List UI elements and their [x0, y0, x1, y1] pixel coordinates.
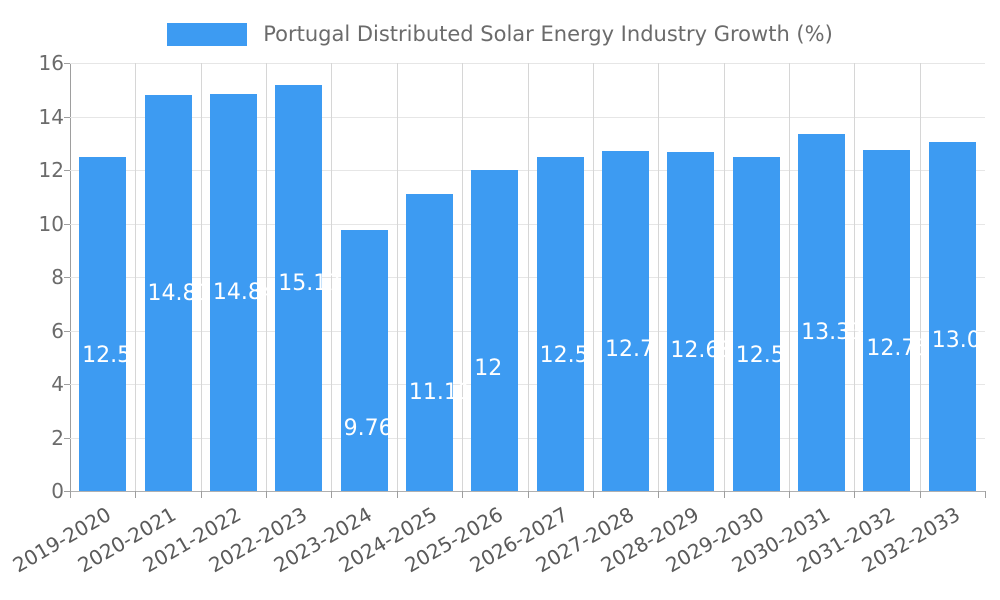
- y-axis-tick-mark: [64, 116, 70, 118]
- category-separator: [789, 63, 790, 491]
- x-axis-tick-mark: [135, 491, 136, 498]
- gridline: [70, 330, 985, 332]
- gridline: [70, 170, 985, 171]
- category-separator: [528, 63, 529, 491]
- x-axis-tick-mark: [789, 491, 790, 498]
- x-axis-tick-mark: [854, 491, 855, 498]
- y-axis-tick-label: 4: [51, 372, 64, 396]
- x-axis-tick-mark: [266, 491, 267, 498]
- x-axis-tick-mark: [724, 491, 725, 498]
- gridline: [70, 63, 985, 64]
- bar[interactable]: [667, 151, 715, 491]
- category-separator: [135, 63, 136, 491]
- category-separator: [724, 63, 725, 491]
- y-axis-tick-mark: [64, 384, 70, 385]
- x-axis-tick-mark: [920, 491, 921, 498]
- bar[interactable]: [79, 156, 127, 491]
- category-separator: [266, 63, 267, 491]
- plot-area: 12.5 14.81 14.84 15.17 9.76 11.11 12 12.5 12.7 12…: [70, 63, 995, 492]
- y-axis-tick-label: 10: [38, 211, 64, 236]
- y-axis-tick-label: 0: [51, 479, 64, 503]
- category-separator: [397, 63, 398, 491]
- y-axis-tick-mark: [64, 63, 70, 64]
- x-axis-tick-mark: [397, 491, 398, 498]
- x-axis-tick-mark: [985, 491, 986, 498]
- bar[interactable]: [144, 94, 192, 491]
- category-separator: [331, 63, 332, 491]
- y-axis-tick-label: 12: [38, 158, 64, 182]
- y-axis-tick-mark: [64, 330, 70, 332]
- legend-label: Portugal Distributed Solar Energy Indust…: [263, 22, 833, 46]
- gridline: [70, 277, 985, 278]
- bar[interactable]: [928, 142, 976, 491]
- bar[interactable]: [863, 149, 911, 491]
- category-separator: [201, 63, 202, 491]
- bar[interactable]: [471, 170, 519, 491]
- bar[interactable]: [602, 151, 650, 491]
- gridline: [70, 437, 985, 439]
- bar[interactable]: [732, 156, 780, 491]
- y-axis-tick-label: 2: [51, 425, 64, 450]
- bar[interactable]: [275, 85, 323, 491]
- bar[interactable]: [209, 94, 257, 491]
- chart-legend: Portugal Distributed Solar Energy Indust…: [0, 14, 1000, 54]
- x-axis-tick-mark: [528, 491, 529, 498]
- legend-color-swatch: [167, 22, 248, 46]
- bar[interactable]: [340, 229, 388, 491]
- y-axis-tick-mark: [64, 170, 70, 171]
- category-separator: [920, 63, 921, 491]
- x-axis-tick-mark: [462, 491, 463, 498]
- bar[interactable]: [536, 156, 584, 491]
- bar[interactable]: [798, 134, 846, 491]
- gridline: [70, 116, 985, 118]
- x-axis-tick-mark: [593, 491, 594, 498]
- y-axis-tick-label: 14: [38, 104, 64, 129]
- gridline: [70, 384, 985, 385]
- x-axis-tick-mark: [331, 491, 332, 498]
- x-axis-tick-mark: [201, 491, 202, 498]
- category-separator: [658, 63, 659, 491]
- y-axis-tick-label: 6: [51, 318, 64, 343]
- y-axis-tick-label: 8: [51, 265, 64, 289]
- category-separator: [462, 63, 463, 491]
- y-axis-tick-mark: [64, 223, 70, 225]
- x-axis-tick-mark: [70, 491, 71, 498]
- y-axis-tick-label: 16: [38, 51, 64, 75]
- y-axis-tick-mark: [64, 491, 70, 492]
- bar[interactable]: [405, 193, 453, 491]
- gridline: [70, 491, 985, 492]
- category-separator: [854, 63, 855, 491]
- y-axis-tick-mark: [64, 437, 70, 439]
- category-separator: [593, 63, 594, 491]
- gridline: [70, 223, 985, 225]
- y-axis-tick-mark: [64, 277, 70, 278]
- x-axis-tick-mark: [658, 491, 659, 498]
